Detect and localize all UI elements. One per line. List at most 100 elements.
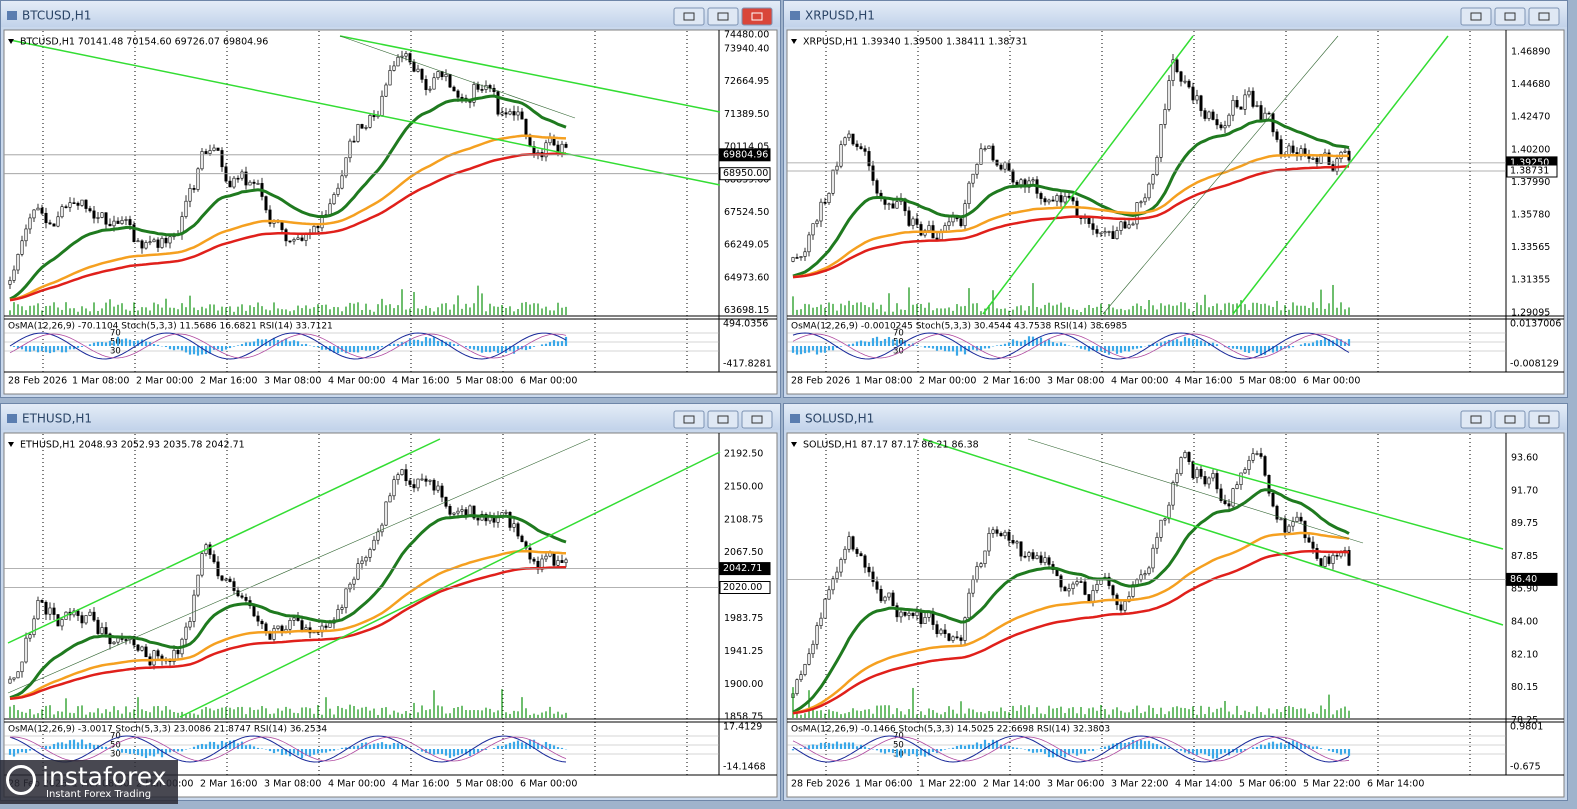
candle-body	[1295, 516, 1299, 522]
candle-body	[799, 674, 803, 681]
candle-body	[1091, 223, 1095, 230]
time-label: 5 Mar 22:00	[1303, 779, 1360, 790]
time-label: 4 Mar 14:00	[1175, 779, 1232, 790]
indicator-header: OsMA(12,26,9) -70.1104 Stoch(5,3,3) 11.5…	[8, 322, 333, 332]
candle-body	[440, 71, 444, 78]
candle-body	[867, 151, 871, 167]
candle-body	[859, 553, 863, 557]
candle-body	[144, 646, 148, 658]
time-label: 1 Mar 08:00	[855, 376, 912, 387]
stoch-line	[9, 735, 567, 763]
candle-body	[1315, 157, 1319, 164]
maximize-button[interactable]	[1494, 7, 1526, 26]
candle-body	[967, 592, 971, 619]
candle-body	[1251, 453, 1255, 461]
header-arrow	[8, 442, 14, 447]
candle-body	[915, 218, 919, 225]
indicator-level-label: 30	[893, 750, 904, 760]
candle-body	[288, 620, 292, 630]
candle-body	[1031, 179, 1035, 182]
candle-body	[120, 220, 124, 224]
close-button[interactable]	[1528, 410, 1560, 429]
maximize-button[interactable]	[1494, 410, 1526, 429]
candle-body	[1139, 201, 1143, 204]
minimize-button[interactable]	[673, 7, 705, 26]
close-button[interactable]	[1528, 7, 1560, 26]
candle-body	[560, 560, 564, 563]
candle-body	[1099, 232, 1103, 235]
maximize-button[interactable]	[707, 410, 739, 429]
close-button[interactable]	[741, 7, 773, 26]
candle-body	[1167, 80, 1171, 110]
candle-body	[160, 237, 164, 248]
candle-body	[919, 224, 923, 236]
candle-body	[16, 671, 20, 679]
candle-body	[1007, 162, 1011, 171]
maximize-glyph	[1504, 415, 1516, 424]
candle-body	[460, 96, 464, 99]
candle-body	[859, 146, 863, 149]
channel-line	[1232, 35, 1449, 315]
candle-body	[80, 199, 84, 206]
candle-body	[52, 223, 56, 227]
candle-body	[196, 574, 200, 596]
candle-body	[1147, 183, 1151, 199]
candle-body	[560, 143, 564, 153]
minimize-button[interactable]	[1460, 7, 1492, 26]
price-tag	[719, 581, 771, 594]
candle-body	[44, 601, 48, 615]
candle-body	[36, 207, 40, 211]
candle-body	[240, 171, 244, 179]
candle-body	[1067, 195, 1071, 198]
candle-body	[1291, 521, 1295, 527]
candle-body	[1183, 80, 1187, 83]
candle-body	[436, 71, 440, 79]
close-button[interactable]	[741, 410, 773, 429]
candle-body	[356, 563, 360, 580]
candle-body	[1287, 525, 1291, 533]
candle-body	[975, 164, 979, 175]
price-label: 80.15	[1511, 682, 1538, 693]
candle-body	[999, 533, 1003, 537]
candle-body	[1023, 555, 1027, 558]
maximize-button[interactable]	[707, 7, 739, 26]
candle-body	[875, 180, 879, 194]
candle-body	[332, 194, 336, 205]
symbol-header: SOLUSD,H1 87.17 87.17 86.21 86.38	[803, 440, 979, 451]
candle-body	[1195, 95, 1199, 101]
candle-body	[1255, 105, 1259, 107]
candle-body	[432, 479, 436, 491]
candle-body	[96, 619, 100, 634]
candle-body	[68, 202, 72, 208]
candle-body	[1119, 604, 1123, 611]
time-label: 5 Mar 08:00	[1239, 376, 1296, 387]
close-glyph	[751, 12, 763, 21]
candle-body	[1059, 195, 1063, 203]
candle-body	[132, 224, 136, 242]
candle-body	[104, 627, 108, 635]
candle-body	[823, 598, 827, 619]
indicator-header: OsMA(12,26,9) -0.1466 Stoch(5,3,3) 14.50…	[791, 725, 1110, 735]
candle-body	[56, 216, 60, 227]
candle-body	[1263, 456, 1267, 476]
maximize-glyph	[1504, 12, 1516, 21]
channel-line	[7, 438, 441, 644]
candle-body	[144, 242, 148, 249]
price-tag	[1506, 164, 1558, 178]
candle-body	[907, 612, 911, 616]
candle-body	[524, 118, 528, 136]
candle-body	[92, 611, 96, 621]
candle-body	[168, 236, 172, 244]
chart-svg: BTCUSD,H1 74480.00 73940.40 72664.95 71389.5…	[0, 0, 781, 398]
candle-body	[240, 595, 244, 598]
candle-body	[1055, 195, 1059, 202]
minimize-button[interactable]	[673, 410, 705, 429]
minimize-button[interactable]	[1460, 410, 1492, 429]
candle-body	[843, 548, 847, 560]
candle-body	[412, 61, 416, 72]
candle-body	[891, 592, 895, 606]
candle-body	[883, 596, 887, 602]
indicator-header: OsMA(12,26,9) -0.0010245 Stoch(5,3,3) 30…	[791, 322, 1127, 332]
candle-body	[1043, 557, 1047, 563]
candle-body	[556, 560, 560, 566]
